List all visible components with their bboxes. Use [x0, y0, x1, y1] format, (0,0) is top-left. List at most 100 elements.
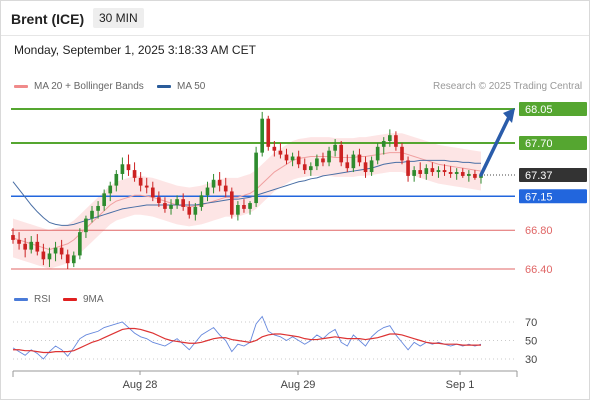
candle-body [229, 191, 234, 215]
level-label-68.05: 68.05 [525, 104, 553, 116]
candle-body [321, 158, 325, 163]
x-tick-label: Sep 1 [446, 379, 475, 391]
candle-body [181, 199, 186, 207]
candle-body [150, 187, 155, 198]
candle-body [217, 179, 222, 186]
candle-body [406, 160, 410, 176]
candle-body [53, 247, 58, 254]
candle-body [357, 154, 362, 163]
candle-body [284, 154, 289, 161]
timeframe-button[interactable]: 30 MIN [93, 8, 144, 28]
level-label-67.70: 67.70 [525, 138, 553, 150]
candle-body [65, 254, 70, 264]
candle-body [199, 195, 204, 207]
candle-body [454, 172, 459, 174]
rsi-series-9MA [13, 327, 481, 354]
candle-body [41, 251, 46, 260]
candle-body [333, 144, 337, 151]
ma50-line [12, 159, 481, 226]
candle-body [278, 150, 283, 155]
candle-body [59, 247, 64, 255]
header-divider [1, 35, 589, 36]
candle-body [23, 243, 27, 250]
datetime-label: Monday, September 1, 2025 3:18:33 AM CET [14, 43, 256, 57]
projection-arrow-icon [503, 108, 515, 123]
x-tick-label: Aug 28 [123, 379, 158, 391]
candle-body [369, 160, 374, 173]
rsi-series-RSI [12, 315, 482, 360]
candle-body [381, 141, 386, 147]
candle-body [430, 168, 435, 173]
candle-body [35, 241, 40, 252]
candle-body [436, 170, 441, 173]
candle-body [126, 164, 131, 171]
candle-body [388, 135, 392, 141]
candle-body [442, 170, 447, 173]
candle-body [248, 203, 252, 209]
legend-ma50-label: MA 50 [177, 81, 206, 92]
candle-body [473, 173, 477, 178]
candle-body [114, 173, 119, 186]
candle-body [157, 197, 161, 204]
candle-body [17, 239, 21, 244]
ma50-swatch-icon [157, 84, 171, 88]
candle-body [29, 241, 34, 250]
legend-bollinger: MA 20 + Bollinger Bands [14, 81, 144, 92]
candle-body [102, 193, 106, 206]
candle-body [460, 172, 465, 176]
candle-body [339, 144, 344, 163]
rsi-tick-70: 70 [525, 317, 537, 329]
candle-body [175, 199, 179, 205]
level-label-67.15: 67.15 [525, 191, 553, 203]
candle-body [467, 173, 471, 176]
candle-body [266, 118, 271, 147]
x-tick-label: Aug 29 [281, 379, 316, 391]
rsi-tick-50: 50 [525, 336, 537, 348]
legend-rsi-label: RSI [34, 294, 51, 305]
chart-header: Brent (ICE) 30 MIN [1, 1, 589, 37]
candle-body [236, 205, 240, 215]
candle-body [400, 146, 404, 161]
candle-body [260, 118, 265, 153]
legend-9ma: 9MA [63, 294, 104, 305]
candle-body [327, 150, 331, 163]
candle-body [11, 235, 15, 240]
candle-body [138, 177, 143, 186]
candle-body [394, 135, 398, 147]
level-tag-67.37 [519, 167, 587, 182]
candle-body [254, 152, 258, 204]
level-label-66.40: 66.40 [525, 264, 553, 276]
instrument-title: Brent (ICE) [11, 11, 85, 27]
candle-body [418, 170, 423, 174]
level-tag-67.70 [519, 135, 587, 150]
candle-body [302, 164, 307, 171]
ma9-swatch-icon [63, 297, 77, 301]
candle-body [315, 158, 319, 167]
candle-body [132, 170, 137, 178]
candle-body [187, 206, 192, 215]
level-tag-67.15 [519, 189, 587, 204]
projection-arrow-shaft [479, 115, 511, 177]
candle-body [205, 187, 210, 196]
level-tag-68.05 [519, 102, 587, 116]
candle-body [375, 146, 380, 161]
candle-body [223, 185, 228, 192]
candle-body [169, 205, 173, 209]
legend-9ma-label: 9MA [83, 294, 104, 305]
candle-body [424, 168, 429, 174]
legend-rsi: RSI [14, 294, 51, 305]
candle-body [90, 210, 94, 219]
candle-body [296, 156, 301, 165]
rsi-swatch-icon [14, 297, 28, 301]
candle-body [84, 218, 88, 233]
candle-body [108, 185, 113, 194]
candle-body [345, 162, 350, 169]
copyright-label: Research © 2025 Trading Central [433, 81, 583, 92]
candle-body [163, 203, 167, 209]
level-label-67.37: 67.37 [525, 170, 553, 182]
candle-body [47, 253, 52, 260]
level-label-66.80: 66.80 [525, 225, 553, 237]
candle-body [448, 172, 453, 174]
